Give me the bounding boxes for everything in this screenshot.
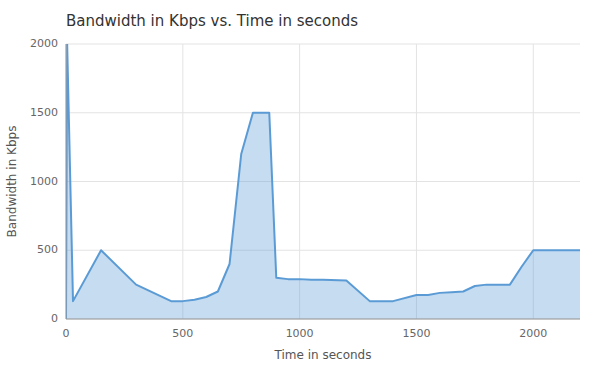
chart-title: Bandwidth in Kbps vs. Time in seconds: [66, 12, 358, 30]
y-grid-line: [66, 112, 580, 113]
y-grid-line: [66, 250, 580, 251]
area-line: [66, 44, 580, 319]
y-grid-line: [66, 319, 580, 320]
x-grid-line: [416, 44, 417, 319]
x-grid-line: [66, 44, 67, 319]
x-grid-line: [182, 44, 183, 319]
y-axis-label: Bandwidth in Kbps: [5, 126, 19, 238]
x-tick-label: 0: [63, 327, 70, 340]
x-tick-label: 2000: [519, 327, 547, 340]
chart-container: 0 500 1000 1500 2000 0 500 1000 1500 2000 Bandwidt…: [0, 0, 600, 371]
x-tick-label: 1500: [402, 327, 430, 340]
y-grid-line: [66, 181, 580, 182]
y-tick-label: 0: [51, 312, 58, 325]
x-axis-line: [66, 319, 580, 320]
x-axis-label: Time in seconds: [274, 348, 372, 362]
area-fill: [66, 44, 580, 319]
x-tick-label: 500: [172, 327, 193, 340]
plot-area: [66, 44, 580, 319]
x-grid-line: [299, 44, 300, 319]
y-tick-label: 1000: [30, 175, 58, 188]
chart-svg: 0 500 1000 1500 2000 0 500 1000 1500 2000 Bandwidt…: [0, 0, 600, 371]
y-axis-line: [66, 44, 67, 319]
grid: [66, 44, 580, 319]
y-tick-label: 1500: [30, 106, 58, 119]
y-tick-label: 500: [37, 243, 58, 256]
x-tick-label: 1000: [286, 327, 314, 340]
y-grid-line: [66, 44, 580, 45]
y-tick-label: 2000: [30, 37, 58, 50]
